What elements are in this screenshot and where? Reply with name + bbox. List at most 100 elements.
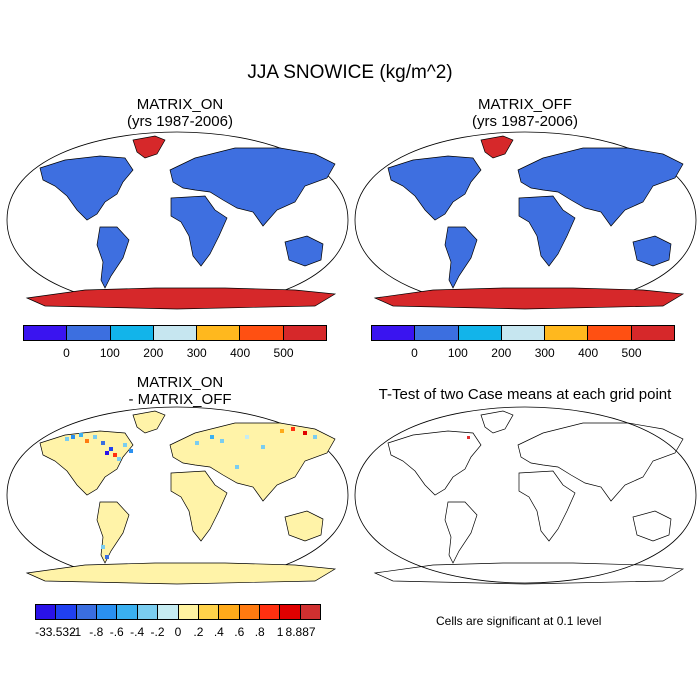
colorbar-swatch bbox=[300, 605, 321, 619]
continent-north-america bbox=[39, 155, 134, 221]
anomaly-cell bbox=[123, 443, 127, 447]
panel2-title-line1: MATRIX_OFF bbox=[478, 96, 572, 113]
colorbar-swatch bbox=[239, 605, 260, 619]
anomaly-cell bbox=[280, 429, 284, 433]
map-panel2 bbox=[354, 131, 697, 310]
main-title: JJA SNOWICE (kg/m^2) bbox=[247, 62, 453, 83]
continent-antarctica bbox=[25, 287, 337, 310]
panel3-title: MATRIX_ON - MATRIX_OFF bbox=[40, 374, 320, 408]
colorbar-swatch bbox=[631, 326, 674, 340]
continent-greenland bbox=[480, 410, 514, 434]
continent-antarctica bbox=[25, 562, 337, 585]
colorbar-swatch bbox=[259, 605, 281, 619]
continent-antarctica bbox=[373, 287, 685, 310]
map-panel1 bbox=[6, 131, 349, 310]
anomaly-cell bbox=[85, 439, 89, 443]
colorbar-swatch bbox=[219, 605, 240, 619]
colorbar-panel1-labels: 0 100 200 300 400 500 bbox=[23, 346, 327, 360]
colorbar-tick-label: 200 bbox=[143, 346, 164, 360]
colorbar-tick-label: .8 bbox=[254, 625, 265, 639]
colorbar-diff bbox=[35, 604, 321, 620]
colorbar-tick-label: 0 bbox=[63, 346, 70, 360]
continent-eurasia bbox=[169, 422, 336, 502]
colorbar-swatch bbox=[415, 326, 459, 340]
continent-africa bbox=[518, 470, 576, 542]
anomaly-cell bbox=[105, 451, 109, 455]
continent-north-america bbox=[387, 430, 482, 496]
panel1-title: MATRIX_ON (yrs 1987-2006) bbox=[40, 96, 320, 130]
colorbar-tick-label: 0 bbox=[411, 346, 418, 360]
anomaly-cell bbox=[109, 447, 113, 451]
colorbar-tick-label: .6 bbox=[234, 625, 245, 639]
anomaly-cell bbox=[313, 435, 317, 439]
continent-africa bbox=[170, 470, 228, 542]
continent-eurasia bbox=[169, 147, 336, 227]
colorbar-tick-label: -33.532 bbox=[35, 625, 76, 639]
colorbar-swatch bbox=[56, 605, 77, 619]
continent-africa bbox=[170, 195, 228, 267]
anomaly-cell bbox=[113, 453, 117, 457]
colorbar-swatch bbox=[197, 326, 241, 340]
continent-eurasia bbox=[517, 147, 684, 227]
anomaly-cell bbox=[303, 431, 307, 435]
colorbar-swatch bbox=[280, 605, 301, 619]
continent-south-america bbox=[96, 226, 130, 289]
colorbar-tick-label: 200 bbox=[491, 346, 512, 360]
colorbar-tick-label: 400 bbox=[230, 346, 251, 360]
colorbar-swatch bbox=[76, 605, 98, 619]
colorbar-tick-label: 500 bbox=[621, 346, 642, 360]
colorbar-swatch bbox=[36, 605, 57, 619]
colorbar-tick-label: 100 bbox=[447, 346, 468, 360]
map-panel4-ttest bbox=[354, 406, 697, 585]
continent-antarctica bbox=[373, 562, 685, 585]
continent-eurasia bbox=[517, 422, 684, 502]
panel3-title-line1: MATRIX_ON bbox=[136, 374, 224, 391]
anomaly-cell bbox=[101, 545, 105, 549]
colorbar-tick-label: 300 bbox=[186, 346, 207, 360]
colorbar-tick-label: -1 bbox=[70, 625, 82, 639]
panel4-title: T-Test of two Case means at each grid po… bbox=[378, 386, 672, 403]
panel3-title-line2: - MATRIX_OFF bbox=[128, 391, 232, 408]
anomaly-cell bbox=[129, 449, 133, 453]
colorbar-tick-label: -.2 bbox=[150, 625, 165, 639]
colorbar-panel2 bbox=[371, 325, 675, 341]
significance-note: Cells are significant at 0.1 level bbox=[436, 614, 602, 628]
map-mean-on bbox=[6, 131, 349, 310]
map-panel3-diff bbox=[6, 406, 349, 585]
anomaly-cell bbox=[261, 445, 265, 449]
colorbar-panel2-labels: 0 100 200 300 400 500 bbox=[371, 346, 675, 360]
colorbar-panel1 bbox=[23, 325, 327, 341]
panel1-title-line1: MATRIX_ON bbox=[136, 96, 224, 113]
anomaly-cell bbox=[79, 433, 83, 437]
continent-africa bbox=[518, 195, 576, 267]
colorbar-swatch bbox=[178, 605, 199, 619]
continent-south-america bbox=[444, 226, 478, 289]
anomaly-cell bbox=[65, 437, 69, 441]
colorbar-swatch bbox=[501, 326, 546, 340]
anomaly-cell bbox=[71, 435, 75, 439]
colorbar-swatch bbox=[158, 605, 179, 619]
anomaly-cell bbox=[93, 435, 97, 439]
colorbar-swatch bbox=[117, 605, 138, 619]
panel2-title: MATRIX_OFF (yrs 1987-2006) bbox=[385, 96, 665, 130]
anomaly-cell bbox=[105, 555, 109, 559]
colorbar-tick-label: 8.887 bbox=[285, 625, 316, 639]
colorbar-swatch bbox=[240, 326, 284, 340]
colorbar-swatch bbox=[137, 605, 159, 619]
continent-greenland bbox=[132, 410, 166, 434]
anomaly-cell bbox=[117, 457, 121, 461]
colorbar-tick-label: -.8 bbox=[89, 625, 104, 639]
colorbar-swatch bbox=[372, 326, 416, 340]
anomaly-cell bbox=[195, 441, 199, 445]
continent-south-america bbox=[444, 501, 478, 564]
colorbar-tick-label: .2 bbox=[193, 625, 204, 639]
colorbar-tick-label: 1 bbox=[276, 625, 284, 639]
continent-australia bbox=[632, 510, 672, 542]
colorbar-tick-label: 100 bbox=[99, 346, 120, 360]
map-mean-off bbox=[354, 131, 697, 310]
anomaly-cell bbox=[101, 441, 105, 445]
anomaly-cell bbox=[235, 465, 239, 469]
continent-australia bbox=[284, 235, 324, 267]
colorbar-tick-label: -.6 bbox=[109, 625, 124, 639]
continent-greenland bbox=[480, 135, 514, 159]
